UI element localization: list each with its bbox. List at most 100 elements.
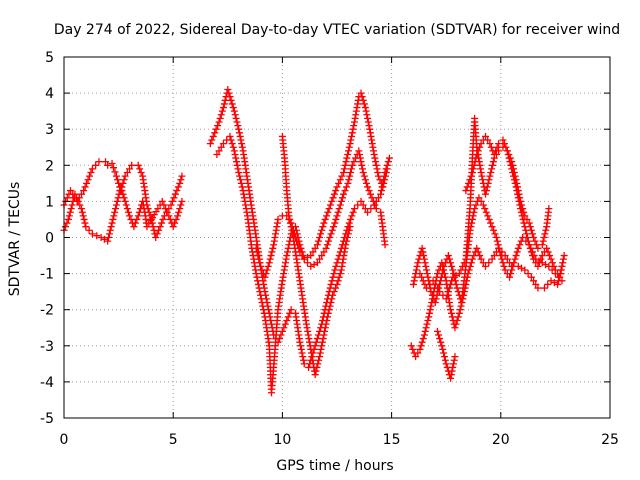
data-point [513,187,521,195]
data-point [528,252,536,260]
data-point [482,190,490,198]
data-point [328,226,336,234]
data-point [341,161,349,169]
data-point [483,183,491,191]
data-point [495,244,503,252]
data-point [356,154,364,162]
data-point [176,205,184,213]
data-point [120,176,128,184]
data-point [105,230,113,238]
data-point [451,353,459,361]
data-point [547,255,555,263]
data-point [105,234,113,241]
data-point [512,183,520,191]
data-point [545,205,553,213]
data-point [362,179,370,187]
data-point [347,215,355,223]
data-point [464,179,472,187]
data-point [534,244,542,252]
data-point [327,298,335,306]
data-point [283,248,291,256]
data-point [128,161,136,169]
data-point [133,215,141,223]
data-point [437,273,445,281]
data-point [380,179,388,187]
data-point [521,223,529,231]
data-point [440,262,448,270]
data-point [281,320,289,328]
data-point [433,327,441,335]
data-point [334,277,342,285]
data-point [326,234,334,241]
data-point [412,266,420,274]
data-point [259,306,267,314]
data-point [123,169,131,177]
data-point [521,266,529,274]
data-point [93,232,101,240]
data-point [381,172,389,180]
data-point [236,176,244,184]
data-point [407,342,415,350]
data-point [474,147,482,155]
data-point [134,212,142,220]
data-point [235,169,243,177]
data-point [155,226,163,234]
data-point [297,342,305,350]
data-point [374,194,382,202]
data-point [346,140,354,148]
data-point [336,270,344,278]
data-point [361,104,369,112]
data-point [356,150,364,158]
data-point [227,136,235,144]
data-point [467,172,475,180]
data-point [486,140,494,148]
data-point [110,212,118,220]
data-point [433,284,441,292]
data-point [320,248,328,256]
data-point [112,172,120,180]
data-point [440,349,448,357]
data-point [342,158,350,166]
data-point [321,327,329,335]
data-point [374,172,382,180]
data-point [119,179,127,187]
data-point [169,223,177,231]
data-point [229,143,237,151]
data-point [532,280,540,288]
data-point [523,234,531,241]
data-point [485,259,493,267]
data-point [82,223,90,231]
data-point [476,252,484,260]
data-point [420,252,428,260]
data-point [417,342,425,350]
data-point [73,194,81,202]
data-point [298,252,306,260]
data-point [374,169,382,177]
y-tick-label: 4 [45,86,54,102]
data-point [509,262,517,270]
series-10 [433,132,568,382]
data-point [137,169,145,177]
data-point [435,331,443,339]
data-point [427,288,435,296]
data-point [540,284,548,292]
data-point [77,190,85,198]
data-point [482,262,490,270]
data-point [126,212,134,220]
data-point [490,150,498,158]
data-point [506,273,514,281]
data-point [335,205,343,213]
data-point [481,205,489,213]
data-point [438,270,446,278]
data-point [158,197,166,205]
data-point [299,353,307,361]
data-point [85,226,93,234]
data-point [124,208,132,216]
data-point [448,367,456,375]
data-point [331,219,339,227]
data-point [313,259,321,267]
series-4 [213,132,389,397]
data-point [108,219,116,227]
data-point [149,223,157,231]
data-point [238,140,246,148]
